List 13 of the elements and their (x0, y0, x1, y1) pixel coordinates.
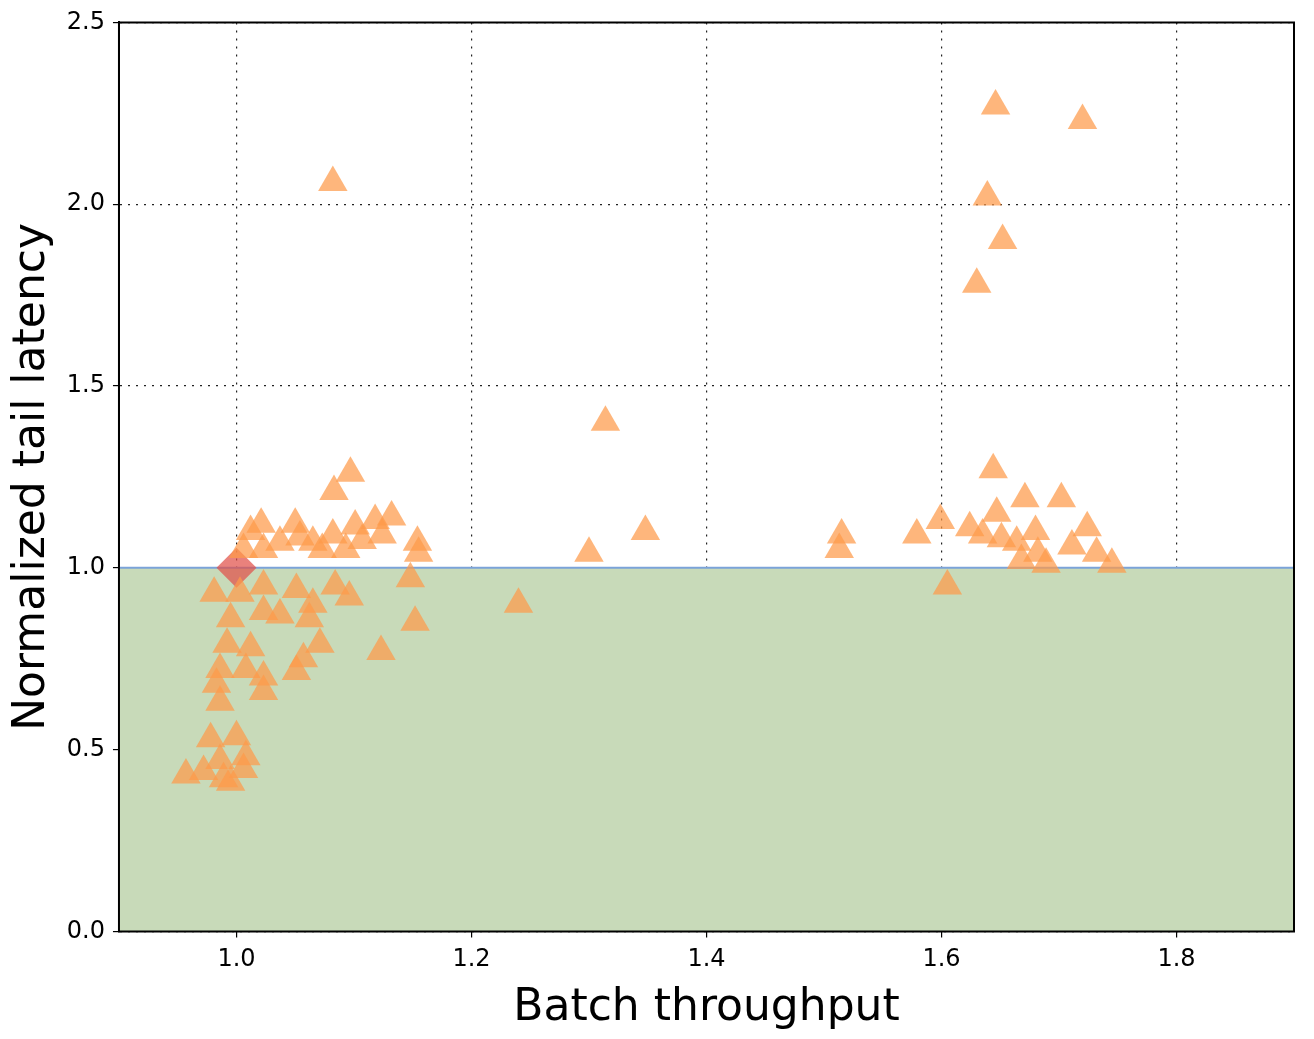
x-tick-label: 1.0 (217, 944, 256, 973)
y-tick-label: 2.0 (66, 188, 105, 217)
y-tick-label: 1.5 (66, 370, 105, 399)
x-tick-label: 1.4 (687, 944, 726, 973)
y-tick-label: 2.5 (66, 6, 105, 35)
y-tick-label: 1.0 (66, 552, 105, 581)
x-tick-label: 1.8 (1157, 944, 1196, 973)
y-tick-label: 0.0 (66, 915, 105, 944)
y-tick-label: 0.5 (66, 733, 105, 762)
y-axis-title: Normalized tail latency (2, 223, 54, 731)
x-tick-label: 1.2 (452, 944, 491, 973)
x-axis-title: Batch throughput (513, 979, 900, 1031)
x-tick-label: 1.6 (922, 944, 961, 973)
